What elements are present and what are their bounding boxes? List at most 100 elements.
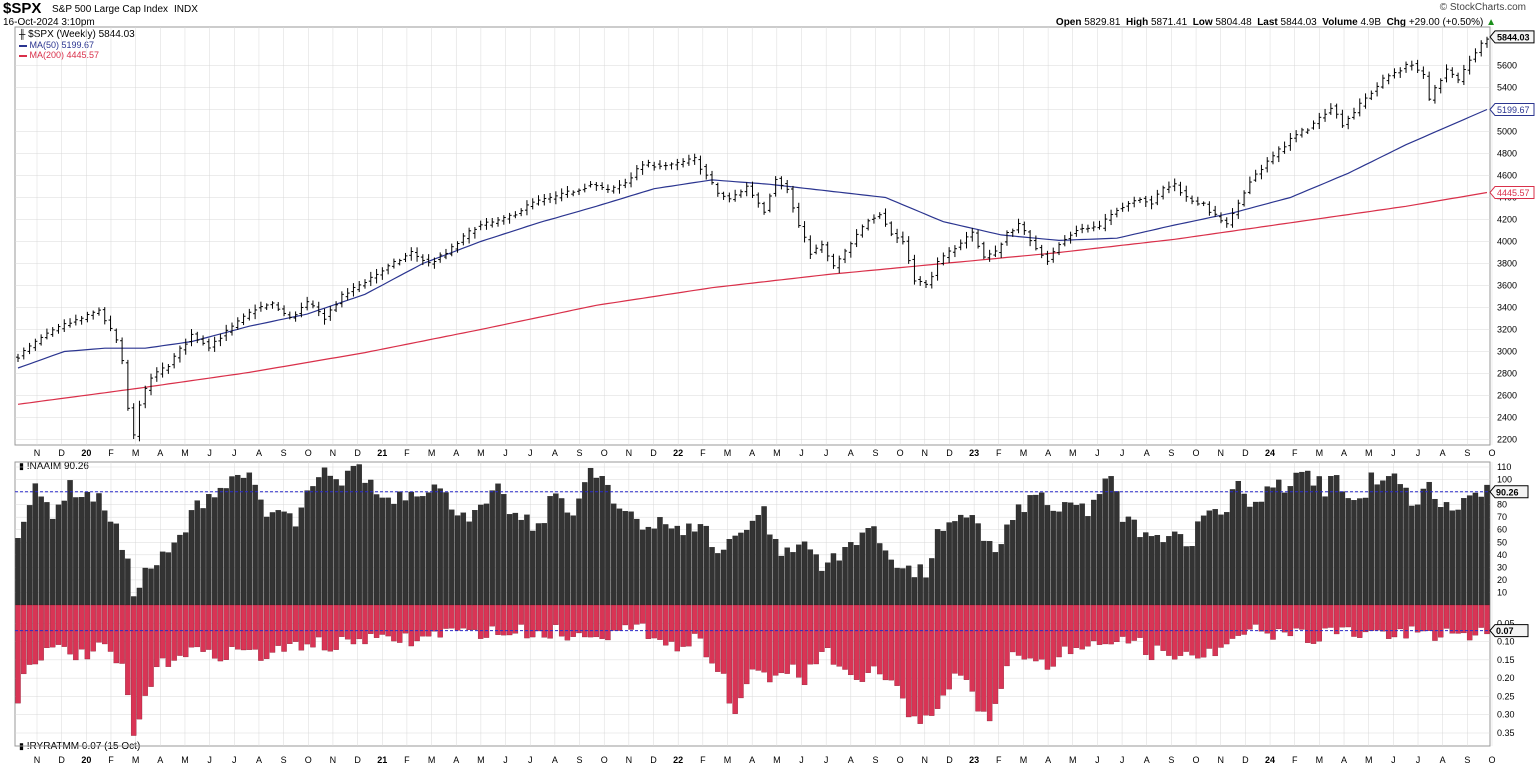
ryratmm-bar (275, 604, 281, 646)
naaim-bar (784, 547, 790, 606)
naaim-bar (194, 500, 200, 606)
ryratmm-bar (466, 604, 472, 631)
naaim-bar (1010, 519, 1016, 606)
naaim-bar (940, 530, 947, 606)
price-x-tick-label: D (354, 448, 361, 458)
ryratmm-value-tag-label: 0.07 (1496, 626, 1514, 636)
ryratmm-bar (1189, 604, 1195, 656)
price-tag-label: 5199.67 (1497, 105, 1530, 115)
ryratmm-bar (963, 604, 970, 680)
naaim-y-tick-label: 40 (1497, 550, 1507, 560)
ryratmm-bar (1455, 604, 1461, 634)
naaim-bar (1287, 486, 1294, 606)
high-label: High (1125, 17, 1149, 28)
price-x-tick-label: D (58, 448, 65, 458)
ryratmm-bar (1403, 604, 1409, 639)
ryratmm-bar (1438, 604, 1444, 638)
naaim-bar (1131, 519, 1137, 606)
naaim-bar (1374, 484, 1380, 606)
price-x-tick-label: F (1292, 448, 1298, 458)
price-x-tick-label: F (108, 448, 114, 458)
ryratmm-bar (1443, 604, 1450, 629)
ryratmm-bar (819, 604, 825, 652)
ryratmm-bar (900, 604, 906, 699)
naaim-bar (709, 547, 715, 606)
naaim-bar (1102, 478, 1108, 606)
ryratmm-bar (292, 604, 299, 642)
indicator-x-tick-label: M (428, 755, 436, 765)
price-x-tick-label: A (1341, 448, 1347, 458)
ryratmm-bar (1472, 604, 1479, 636)
indicator-x-tick-label: S (872, 755, 878, 765)
bar-chart-icon: ╫ (19, 29, 26, 39)
price-x-tick-label: A (552, 448, 558, 458)
naaim-bar (425, 492, 432, 606)
ryratmm-bar (1073, 604, 1080, 648)
ryratmm-bar (217, 604, 224, 662)
ryratmm-bar (882, 604, 889, 681)
naaim-bar (373, 494, 380, 606)
price-x-tick-label: D (650, 448, 657, 458)
ryratmm-bar (558, 604, 565, 637)
ryratmm-bar (61, 604, 67, 647)
ryratmm-bar (327, 604, 334, 652)
naaim-y-tick-label: 60 (1497, 525, 1507, 535)
ryratmm-bar (1293, 604, 1299, 629)
ryratmm-value-tag: 0.07 (1489, 624, 1529, 638)
ryratmm-bar (877, 604, 883, 675)
ryratmm-bar (90, 604, 96, 652)
ryratmm-bar (44, 604, 50, 649)
ryratmm-bar (905, 604, 912, 718)
ryratmm-bar (1119, 604, 1126, 637)
ryratmm-bar (200, 604, 206, 652)
ryratmm-bar (1432, 604, 1438, 641)
naaim-bar (385, 497, 391, 606)
naaim-bar (558, 498, 565, 606)
price-x-tick-label: J (824, 448, 829, 458)
naaim-bar (1160, 542, 1166, 606)
naaim-bar (165, 552, 172, 606)
price-y-tick-label: 4600 (1497, 171, 1517, 181)
indicator-x-tick-label: D (946, 755, 953, 765)
ryratmm-bar (281, 604, 287, 652)
ryratmm-bar (1021, 604, 1028, 660)
indicator-x-tick-label: O (897, 755, 904, 765)
ryratmm-y-tick-label: 0.30 (1497, 710, 1515, 720)
naaim-y-tick-label: 30 (1497, 562, 1507, 572)
naaim-bar (564, 512, 571, 606)
naaim-bar (813, 554, 819, 606)
ryratmm-bar (78, 604, 85, 650)
ryratmm-bar (1333, 604, 1340, 635)
ryratmm-bar (720, 604, 727, 674)
ryratmm-bar (136, 604, 143, 720)
price-x-tick-label: A (1144, 448, 1150, 458)
ryratmm-bar (501, 604, 507, 636)
indicator-x-tick-label: A (552, 755, 558, 765)
naaim-bar (113, 523, 120, 606)
ryratmm-bar (125, 604, 131, 696)
chart-date: 16-Oct-2024 3:10pm (3, 17, 95, 28)
naaim-bar (171, 542, 177, 606)
indicator-x-tick-label: M (773, 755, 781, 765)
naaim-bar (275, 510, 281, 606)
ryratmm-bar (865, 604, 871, 673)
naaim-bar (1079, 503, 1085, 606)
ryratmm-bar (142, 604, 148, 696)
price-y-tick-label: 5600 (1497, 61, 1517, 71)
ryratmm-bar (1368, 604, 1375, 631)
naaim-bar (269, 512, 276, 606)
ryratmm-bar (853, 604, 860, 680)
naaim-value-tag-box (1489, 485, 1529, 499)
naaim-bar (605, 484, 611, 606)
indicator-x-tick-label: J (232, 755, 237, 765)
ryratmm-bar (593, 604, 600, 638)
ryratmm-bar (1137, 604, 1143, 638)
ryratmm-bar (171, 604, 177, 661)
naaim-bar (437, 488, 443, 606)
ryratmm-bar (1385, 604, 1392, 639)
naaim-bar (1137, 537, 1143, 606)
naaim-bar (778, 555, 785, 606)
price-tag-box (1489, 103, 1535, 116)
ryratmm-bar (102, 604, 108, 645)
ryratmm-bar (489, 604, 495, 627)
